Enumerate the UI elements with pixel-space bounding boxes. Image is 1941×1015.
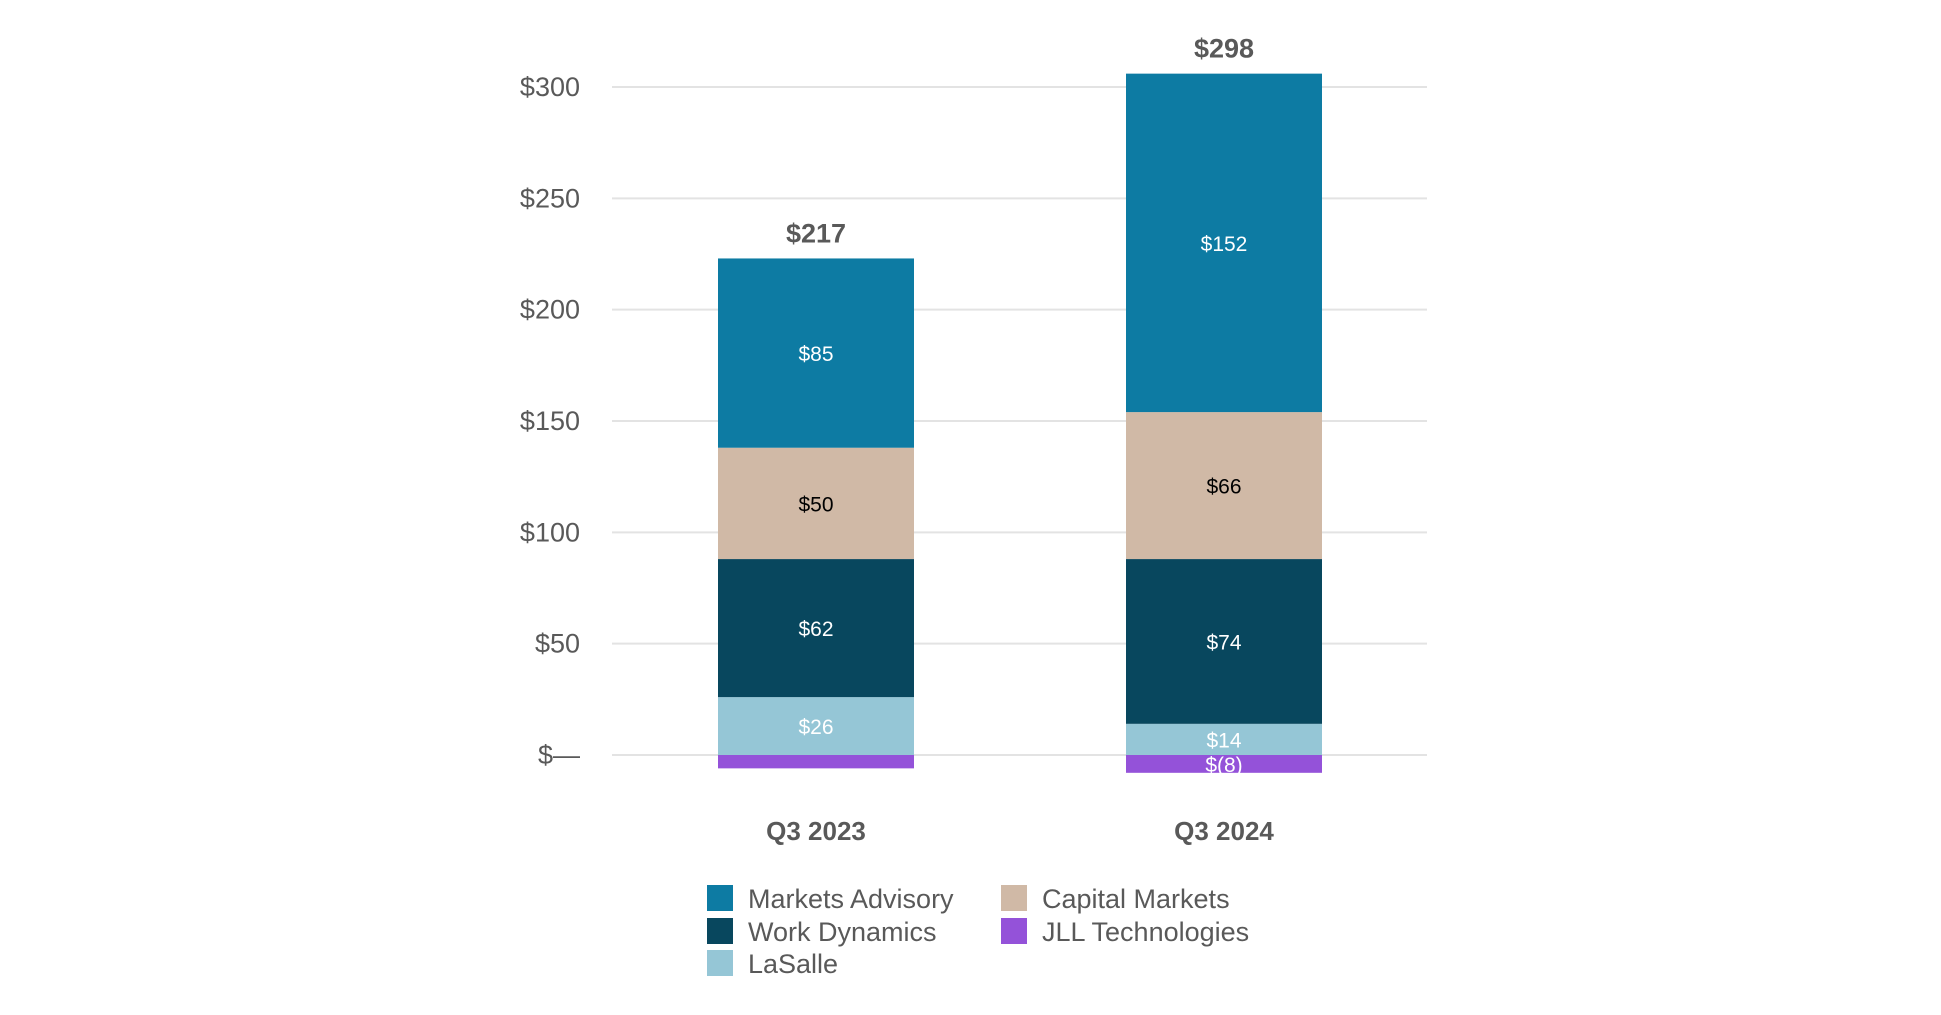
y-tick-label: $250 bbox=[520, 183, 580, 213]
data-label: $26 bbox=[798, 716, 833, 739]
legend-swatch bbox=[707, 885, 733, 911]
y-tick-label: $50 bbox=[535, 629, 580, 659]
bar-segment bbox=[718, 559, 914, 698]
bar-segment bbox=[1126, 559, 1322, 724]
y-tick-label: $150 bbox=[520, 406, 580, 436]
bar-segment bbox=[1126, 723, 1322, 755]
bar-segment bbox=[1126, 73, 1322, 413]
total-label: $298 bbox=[1194, 34, 1254, 64]
legend-label: LaSalle bbox=[748, 949, 838, 979]
bar-segment bbox=[718, 755, 914, 769]
legend-swatch bbox=[707, 950, 733, 976]
data-label: $50 bbox=[798, 493, 833, 516]
data-label: $85 bbox=[798, 343, 833, 366]
data-label: $66 bbox=[1206, 476, 1241, 499]
legend-swatch bbox=[1001, 918, 1027, 944]
x-tick-label: Q3 2023 bbox=[766, 816, 866, 846]
x-tick-label: Q3 2024 bbox=[1174, 816, 1274, 846]
legend-label: Markets Advisory bbox=[748, 884, 954, 914]
data-label: $74 bbox=[1206, 631, 1241, 654]
legend-label: Work Dynamics bbox=[748, 917, 937, 947]
bar-segment bbox=[1126, 755, 1322, 773]
legend-swatch bbox=[707, 918, 733, 944]
bar-segment bbox=[718, 447, 914, 560]
bar-segment bbox=[718, 258, 914, 448]
bar-segment bbox=[718, 697, 914, 755]
data-label: $(8) bbox=[1205, 754, 1242, 777]
legend-label: JLL Technologies bbox=[1042, 917, 1249, 947]
y-tick-label: $— bbox=[538, 740, 580, 770]
y-tick-label: $100 bbox=[520, 517, 580, 547]
bar-segment bbox=[1126, 412, 1322, 560]
legend-label: Capital Markets bbox=[1042, 884, 1230, 914]
y-tick-label: $200 bbox=[520, 295, 580, 325]
legend-swatch bbox=[1001, 885, 1027, 911]
total-label: $217 bbox=[786, 218, 846, 248]
data-label: $62 bbox=[798, 618, 833, 641]
y-tick-label: $300 bbox=[520, 72, 580, 102]
data-label: $152 bbox=[1201, 233, 1248, 256]
data-label: $14 bbox=[1206, 729, 1241, 752]
